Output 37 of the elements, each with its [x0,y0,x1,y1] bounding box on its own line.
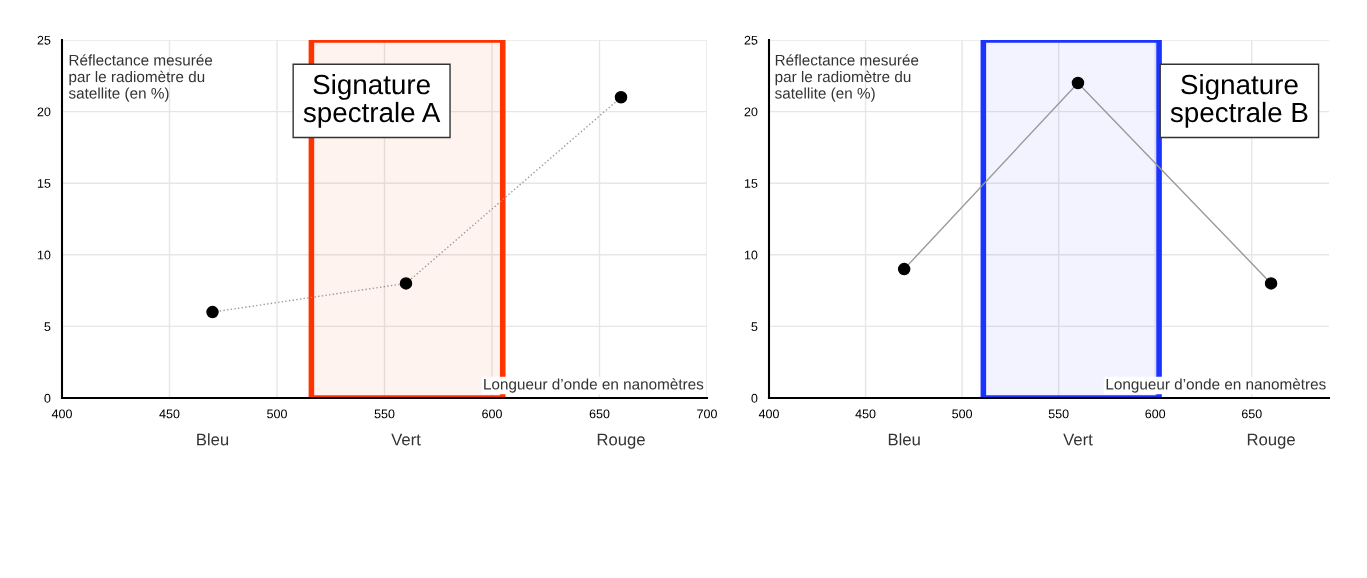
y-tick-label: 5 [751,322,758,332]
text: Bleu [888,433,920,446]
y-axis-title: Réflectance mesurée par le radiomètre du satellite (en %) [68,54,213,102]
text: Signature spectrale A [303,73,441,128]
y-tick-label: 20 [744,107,758,117]
x-tick-label: 550 [374,409,395,419]
x-tick-label: 500 [952,409,973,419]
y-tick-label: 20 [37,107,51,117]
text: Rouge [597,433,645,449]
x-tick-label: 400 [758,409,779,419]
y-tick-label: 10 [37,250,51,260]
x-axis-title: Longueur d’onde en nanomètres [484,378,704,393]
y-tick-label: 0 [44,393,51,403]
text: Rouge [1247,433,1295,449]
x-tick-label: 400 [51,409,72,419]
y-tick-label: 25 [744,35,758,45]
x-tick-label: 700 [697,409,717,419]
x-tick-label: 600 [482,409,502,419]
x-tick-label: 550 [1048,409,1069,419]
x-tick-label: 650 [1241,409,1262,419]
y-tick-label: 0 [751,393,758,403]
x-tick-label: 600 [1145,409,1166,419]
y-tick-label: 10 [744,250,758,260]
x-axis-title: Longueur d’onde en nanomètres [1106,378,1326,393]
y-tick-label: 25 [37,35,51,45]
text: Signature spectrale B [1170,73,1308,128]
y-tick-label: 5 [44,322,51,332]
text: Vert [391,433,421,446]
y-tick-label: 15 [744,179,758,188]
x-tick-label: 450 [855,409,876,419]
y-axis-title: Réflectance mesurée par le radiomètre du satellite (en %) [775,54,919,102]
x-tick-label: 650 [589,409,610,419]
x-tick-label: 500 [267,409,287,419]
x-tick-label: 450 [159,409,180,419]
text: Bleu [197,433,229,446]
y-tick-label: 15 [37,179,51,188]
text: Vert [1063,433,1093,446]
